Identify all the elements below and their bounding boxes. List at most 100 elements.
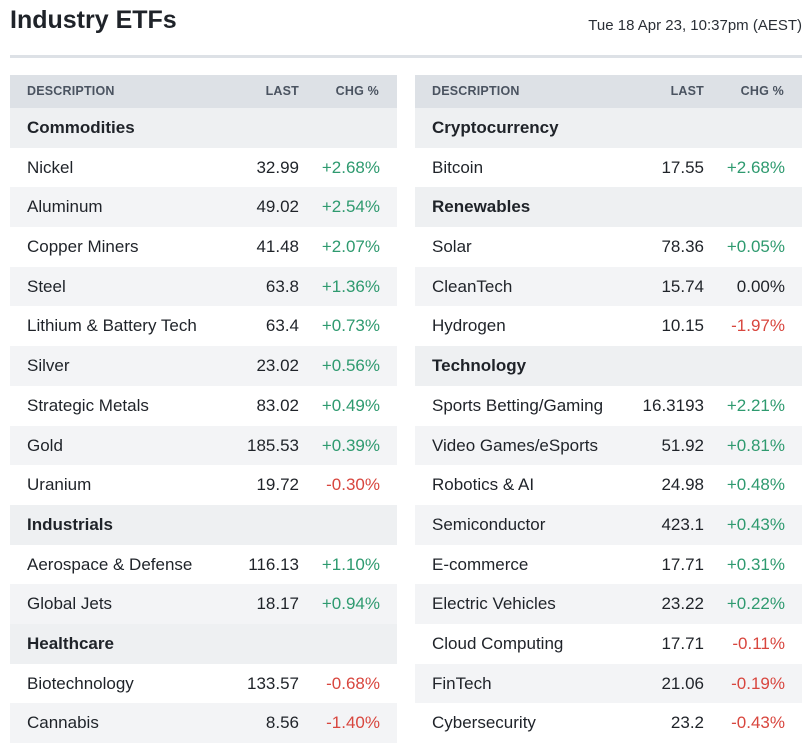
last-price: 49.02 xyxy=(256,197,299,217)
last-price: 133.57 xyxy=(247,673,299,693)
etf-name[interactable]: Steel xyxy=(27,276,66,296)
column-last[interactable]: LAST xyxy=(265,84,299,98)
last-price: 15.74 xyxy=(661,276,704,296)
etf-name[interactable]: Electric Vehicles xyxy=(432,594,556,614)
last-price: 63.4 xyxy=(265,316,299,336)
table-row[interactable]: Uranium 19.72 -0.30% xyxy=(10,465,397,505)
table-row[interactable]: Gold 185.53 +0.39% xyxy=(10,425,397,466)
table-row[interactable]: Lithium & Battery Tech 63.4 +0.73% xyxy=(10,306,397,347)
last-price: 116.13 xyxy=(248,554,299,574)
right-etf-table: DESCRIPTION LAST CHG % Cryptocurrency Bi… xyxy=(415,75,802,743)
change-percent: -0.43% xyxy=(731,713,785,733)
last-price: 18.17 xyxy=(256,594,299,614)
etf-name[interactable]: Sports Betting/Gaming xyxy=(432,395,604,415)
table-row[interactable]: FinTech 21.06 -0.19% xyxy=(415,663,802,704)
table-row[interactable]: Bitcoin 17.55 +2.68% xyxy=(415,147,802,188)
table-row[interactable]: Cannabis 8.56 -1.40% xyxy=(10,703,397,743)
etf-name[interactable]: Semiconductor xyxy=(432,514,546,534)
change-percent: +0.56% xyxy=(321,356,380,376)
table-row[interactable]: Semiconductor 423.1 +0.43% xyxy=(415,504,802,545)
table-row[interactable]: Video Games/eSports 51.92 +0.81% xyxy=(415,425,802,466)
last-price: 19.72 xyxy=(256,475,299,495)
timestamp: Tue 18 Apr 23, 10:37pm (AEST) xyxy=(588,17,802,34)
etf-name[interactable]: Lithium & Battery Tech xyxy=(27,316,197,336)
etf-name[interactable]: Cloud Computing xyxy=(432,633,564,653)
table-row[interactable]: Electric Vehicles 23.22 +0.22% xyxy=(415,584,802,624)
column-description[interactable]: DESCRIPTION xyxy=(27,84,115,98)
change-percent: +0.81% xyxy=(726,435,785,455)
etf-name[interactable]: Aerospace & Defense xyxy=(27,554,193,574)
change-percent: +1.36% xyxy=(321,276,380,296)
group-label: Cryptocurrency xyxy=(432,118,559,137)
change-percent: +0.49% xyxy=(321,395,380,415)
table-row[interactable]: Nickel 32.99 +2.68% xyxy=(10,147,397,188)
etf-name[interactable]: Hydrogen xyxy=(432,316,506,336)
left-etf-table: DESCRIPTION LAST CHG % Commodities Nicke… xyxy=(10,75,397,743)
etf-name[interactable]: Copper Miners xyxy=(27,237,139,257)
etf-name[interactable]: Strategic Metals xyxy=(27,395,149,415)
last-price: 21.06 xyxy=(661,673,704,693)
table-row[interactable]: Copper Miners 41.48 +2.07% xyxy=(10,227,397,267)
column-chg-percent[interactable]: CHG % xyxy=(335,84,379,98)
change-percent: +2.21% xyxy=(726,395,785,415)
table-row[interactable]: Cloud Computing 17.71 -0.11% xyxy=(415,623,802,664)
etf-name[interactable]: Nickel xyxy=(27,157,74,177)
change-percent: +0.05% xyxy=(726,237,785,257)
etf-name[interactable]: FinTech xyxy=(432,673,492,693)
etf-name[interactable]: E-commerce xyxy=(432,554,529,574)
table-row[interactable]: Hydrogen 10.15 -1.97% xyxy=(415,306,802,347)
last-price: 41.48 xyxy=(256,237,299,257)
change-percent: +0.94% xyxy=(321,594,380,614)
group-header-technology: Technology xyxy=(415,346,802,386)
last-price: 16.3193 xyxy=(642,395,704,415)
group-label: Technology xyxy=(432,356,527,376)
etf-name[interactable]: CleanTech xyxy=(432,276,513,296)
last-price: 17.55 xyxy=(661,157,704,177)
change-percent: +0.31% xyxy=(726,554,785,574)
last-price: 8.56 xyxy=(265,713,299,733)
etf-name[interactable]: Biotechnology xyxy=(27,673,134,693)
change-percent: +0.48% xyxy=(726,475,785,495)
change-percent: +0.39% xyxy=(321,435,380,455)
etf-name[interactable]: Solar xyxy=(432,237,472,257)
etf-name[interactable]: Bitcoin xyxy=(432,157,484,177)
change-percent: +0.43% xyxy=(726,514,785,534)
table-row[interactable]: Steel 63.8 +1.36% xyxy=(10,266,397,307)
table-row[interactable]: Aerospace & Defense 116.13 +1.10% xyxy=(10,544,397,585)
change-percent: +2.54% xyxy=(321,197,380,217)
last-price: 51.92 xyxy=(661,435,704,455)
etf-name[interactable]: Gold xyxy=(27,435,63,455)
etf-name[interactable]: Silver xyxy=(27,356,70,376)
table-row[interactable]: Aluminum 49.02 +2.54% xyxy=(10,187,397,228)
last-price: 32.99 xyxy=(256,157,299,177)
table-row[interactable]: Silver 23.02 +0.56% xyxy=(10,346,397,386)
table-row[interactable]: Robotics & AI 24.98 +0.48% xyxy=(415,465,802,505)
last-price: 423.1 xyxy=(661,514,704,534)
etf-name[interactable]: Uranium xyxy=(27,475,92,495)
group-header-industrials: Industrials xyxy=(10,504,397,545)
last-price: 17.71 xyxy=(661,633,704,653)
etf-name[interactable]: Aluminum xyxy=(27,197,103,217)
table-row[interactable]: Cybersecurity 23.2 -0.43% xyxy=(415,703,802,743)
table-row[interactable]: Biotechnology 133.57 -0.68% xyxy=(10,663,397,704)
column-chg-percent[interactable]: CHG % xyxy=(740,84,784,98)
table-row[interactable]: Strategic Metals 83.02 +0.49% xyxy=(10,385,397,426)
table-row[interactable]: Solar 78.36 +0.05% xyxy=(415,227,802,267)
etf-name[interactable]: Video Games/eSports xyxy=(432,435,598,455)
column-last[interactable]: LAST xyxy=(670,84,704,98)
etf-name[interactable]: Global Jets xyxy=(27,594,113,614)
table-row[interactable]: Sports Betting/Gaming 16.3193 +2.21% xyxy=(415,385,802,426)
table-row[interactable]: Global Jets 18.17 +0.94% xyxy=(10,584,397,624)
etf-name[interactable]: Cybersecurity xyxy=(432,713,536,733)
etf-name[interactable]: Robotics & AI xyxy=(432,475,535,495)
table-row[interactable]: CleanTech 15.74 0.00% xyxy=(415,266,802,307)
group-label: Healthcare xyxy=(27,633,114,653)
table-row[interactable]: E-commerce 17.71 +0.31% xyxy=(415,544,802,585)
etf-name[interactable]: Cannabis xyxy=(27,713,99,733)
change-percent: +2.07% xyxy=(321,237,380,257)
change-percent: -0.68% xyxy=(326,673,380,693)
change-percent: -0.30% xyxy=(326,475,380,495)
column-description[interactable]: DESCRIPTION xyxy=(432,84,520,98)
last-price: 24.98 xyxy=(661,475,704,495)
change-percent: +0.73% xyxy=(321,316,380,336)
